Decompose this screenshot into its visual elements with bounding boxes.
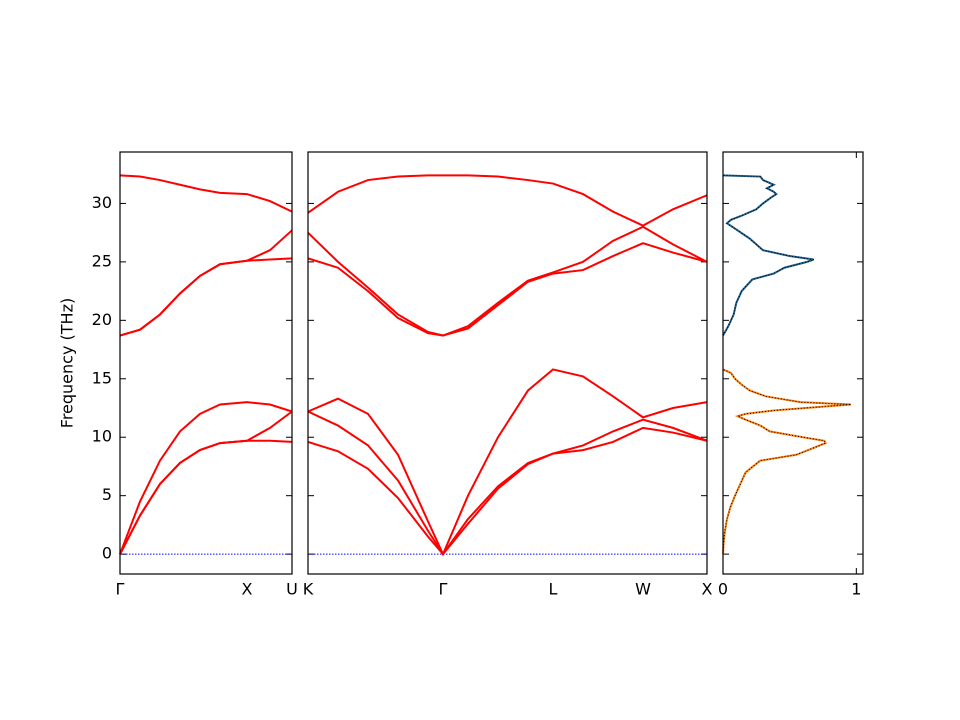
x-tick-label: W (635, 580, 651, 599)
plot-frame (119, 151, 293, 575)
x-tick-label: U (286, 580, 298, 599)
y-tick-label: 15 (92, 368, 112, 387)
band-line (119, 410, 293, 555)
band-line (119, 401, 293, 555)
x-tick-label: K (303, 580, 314, 599)
x-tick-label: 1 (851, 580, 861, 599)
y-axis-label: Frequency (THz) (58, 298, 77, 428)
y-tick-label: 30 (92, 193, 112, 212)
dos-total-line (722, 174, 814, 336)
band-line (307, 174, 708, 227)
plot-frame (722, 151, 864, 575)
dos-total-line (722, 368, 852, 555)
x-tick-label: X (702, 580, 713, 599)
band-line (119, 174, 293, 213)
band-line (119, 229, 293, 337)
plot-frame (307, 151, 708, 575)
dos-line (722, 368, 852, 555)
x-tick-label: L (549, 580, 558, 599)
y-tick-label: 20 (92, 310, 112, 329)
y-tick-label: 10 (92, 427, 112, 446)
band-line (307, 426, 708, 556)
band-line (307, 368, 708, 557)
y-tick-label: 0 (102, 544, 112, 563)
band-line (119, 257, 293, 337)
band-line (307, 410, 708, 556)
x-tick-label: Γ (439, 580, 448, 599)
band-line (307, 225, 708, 337)
band-line (307, 242, 708, 337)
x-tick-label: 0 (718, 580, 728, 599)
band-line (119, 439, 293, 555)
x-tick-label: X (242, 580, 253, 599)
y-tick-label: 25 (92, 251, 112, 270)
x-tick-label: Γ (116, 580, 125, 599)
y-tick-label: 5 (102, 485, 112, 504)
